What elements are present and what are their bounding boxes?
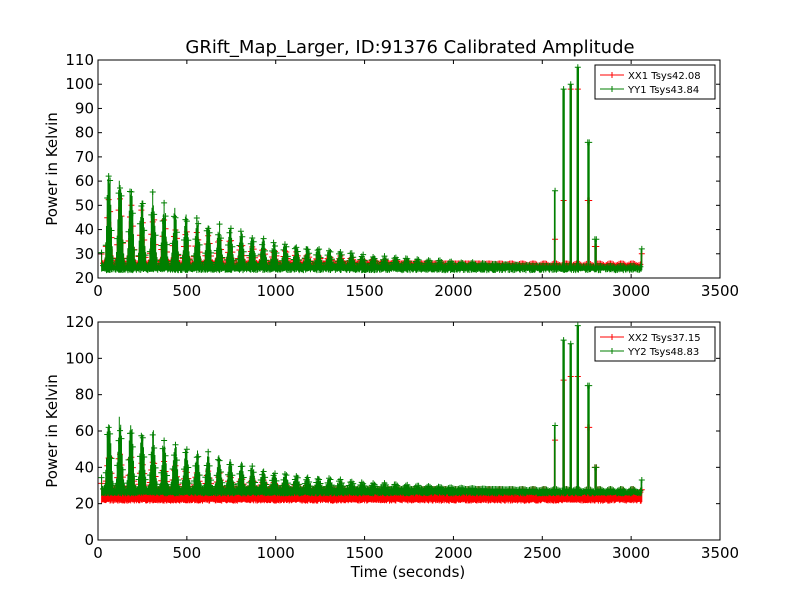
y-tick-label: 0 [84,531,94,549]
y-tick-label: 40 [75,221,94,239]
y-tick-label: 30 [75,245,94,263]
x-tick-label: 3500 [701,282,739,300]
legend-marker [609,334,615,340]
legend-marker [609,72,615,78]
plot-area [98,322,645,504]
legend: XX1 Tsys42.08 YY1 Tsys43.84 [594,64,716,100]
y-tick-label: 70 [75,148,94,166]
y-tick-label: 80 [75,386,94,404]
legend-marker [609,348,615,354]
panel-1: 0 500 1000 1500 2000 2500 3000 3500 20 30 40 50 60 70… [43,51,739,300]
x-axis-label: Time (seconds) [350,563,466,581]
panels: 0 500 1000 1500 2000 2500 3000 3500203040506070… [43,51,739,581]
y-tick-label: 80 [75,124,94,142]
y-axis-label: Power in Kelvin [43,112,61,226]
x-tick-label: 1500 [345,282,383,300]
x-tick-label: 1000 [257,544,295,562]
legend-label: XX2 Tsys37.15 [628,333,701,344]
x-tick-label: 3000 [612,544,650,562]
legend: XX2 Tsys37.15 YY2 Tsys48.83 [594,326,716,362]
x-tick-label: 1000 [257,282,295,300]
y-tick-label: 60 [75,422,94,440]
legend-label: YY1 Tsys43.84 [627,85,699,96]
y-tick-label: 120 [65,313,94,331]
series-markers [98,322,645,496]
x-tick-label: 500 [173,544,202,562]
x-tick-label: 0 [93,282,103,300]
panel-2: 0 500 1000 1500 2000 2500 3000 3500 0 20 40 60 80 100… [43,313,739,581]
x-tick-label: 3000 [612,282,650,300]
x-tick-label: 3500 [701,544,739,562]
x-tick-label: 2500 [523,544,561,562]
y-tick-label: 40 [75,458,94,476]
x-tick-label: 500 [173,282,202,300]
y-axis-label: Power in Kelvin [43,374,61,488]
y-tick-label: 90 [75,99,94,117]
series-yy1 [98,64,645,274]
plot-area [98,64,645,274]
figure-title: GRift_Map_Larger, ID:91376 Calibrated Am… [185,37,634,58]
y-tick-label: 100 [65,75,94,93]
legend-label: YY2 Tsys48.83 [627,347,699,358]
x-tick-label: 2000 [434,544,472,562]
x-tick-label: 2000 [434,282,472,300]
legend-box [594,326,716,362]
x-tick-label: 0 [93,544,103,562]
legend-box [594,64,716,100]
y-tick-label: 110 [65,51,94,69]
y-tick-label: 50 [75,196,94,214]
x-tick-label: 2500 [523,282,561,300]
series-yy2 [98,322,645,497]
legend-label: XX1 Tsys42.08 [628,71,701,82]
series-markers [98,64,645,271]
y-tick-label: 20 [75,269,94,287]
y-tick-label: 20 [75,495,94,513]
legend-marker [609,86,615,92]
x-tick-label: 1500 [345,544,383,562]
y-tick-label: 100 [65,349,94,367]
y-tick-label: 60 [75,172,94,190]
axes-frame [97,59,721,279]
